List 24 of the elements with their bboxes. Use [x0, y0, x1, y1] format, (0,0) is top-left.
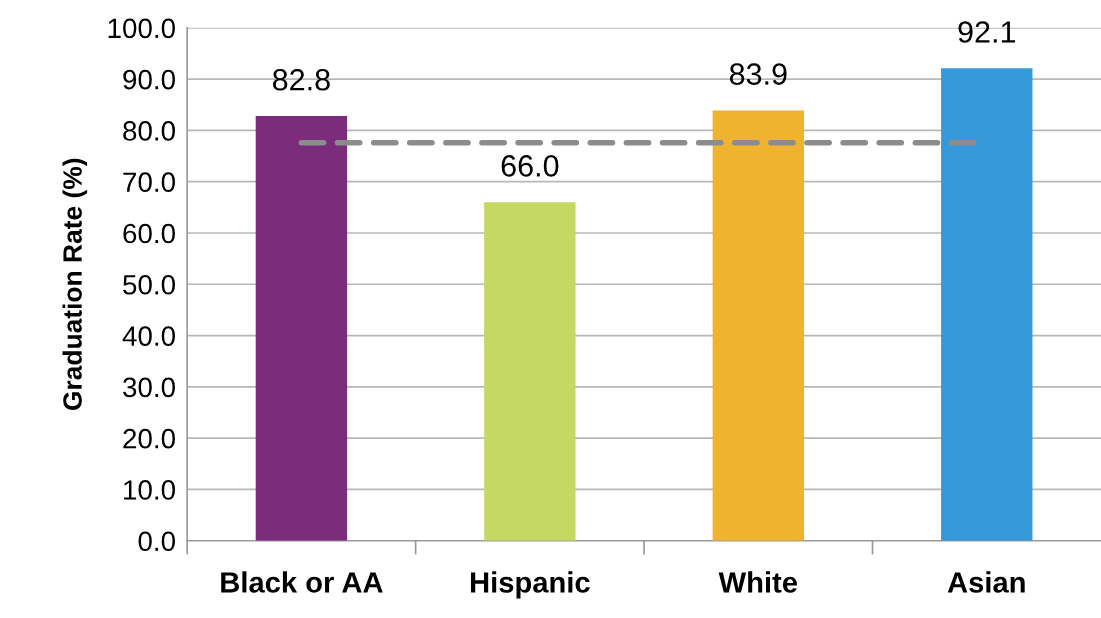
data-label: 82.8 [272, 68, 330, 91]
y-axis-title: Graduation Rate (%) [62, 158, 88, 411]
x-tick-label: Black or AA [221, 571, 383, 593]
bar [484, 202, 576, 541]
x-tick-label: White [718, 571, 798, 593]
bar [941, 68, 1033, 541]
y-tick-label: 60.0 [123, 223, 175, 244]
data-label: 92.1 [958, 21, 1016, 43]
y-tick-label: 80.0 [123, 121, 175, 141]
y-tick-label: 30.0 [123, 377, 175, 398]
y-tick-label: 70.0 [123, 172, 175, 193]
y-tick-label: 50.0 [123, 274, 175, 295]
y-tick-label: 0.0 [138, 531, 175, 552]
x-tick-label: Asian [947, 571, 1025, 593]
y-tick-label: 90.0 [123, 69, 175, 90]
y-tick-label: 100.0 [108, 18, 175, 39]
y-tick-label: 20.0 [123, 428, 175, 449]
x-tick-label: Hispanic [471, 571, 590, 599]
bar [712, 110, 805, 541]
data-label: 83.9 [729, 63, 787, 85]
y-tick-label: 40.0 [122, 326, 175, 346]
y-tick-label: 10.0 [124, 480, 175, 500]
data-label: 66.0 [501, 155, 559, 177]
bar [255, 116, 348, 541]
